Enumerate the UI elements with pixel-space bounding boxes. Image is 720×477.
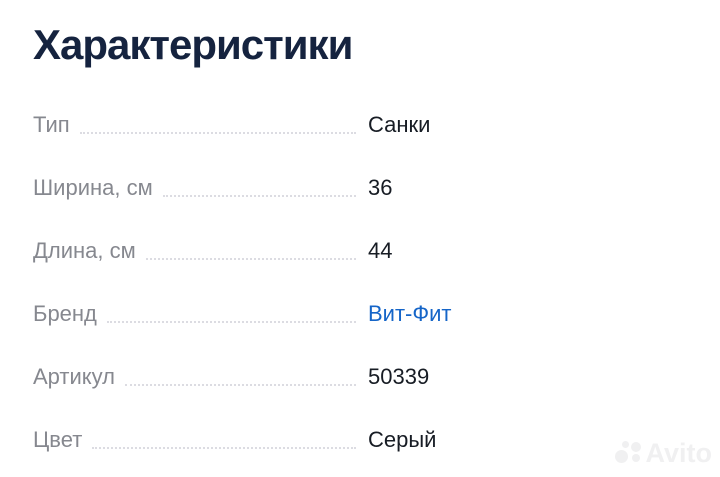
spec-value: 50339 (368, 364, 430, 389)
spec-row-type: Тип Санки (33, 112, 720, 138)
dotted-leader (106, 321, 356, 323)
spec-label: Артикул (33, 364, 116, 389)
dotted-leader (79, 132, 356, 134)
dotted-leader (145, 258, 356, 260)
spec-row-brand: Бренд Вит-Фит (33, 301, 720, 327)
spec-value: Серый (368, 427, 437, 452)
spec-label: Ширина, см (33, 175, 153, 200)
spec-value: 36 (368, 175, 393, 200)
brand-link[interactable]: Вит-Фит (368, 301, 452, 326)
dotted-leader (162, 195, 356, 197)
spec-list: Тип Санки Ширина, см 36 Длина, см 44 Бре… (33, 112, 720, 453)
spec-value: Вит-Фит (368, 301, 720, 327)
spec-row-length: Длина, см 44 (33, 238, 720, 264)
spec-row-color: Цвет Серый (33, 427, 720, 453)
spec-label: Тип (33, 112, 70, 137)
avito-logo-icon (614, 439, 643, 468)
avito-watermark: Avito (614, 438, 713, 469)
spec-value: Санки (368, 112, 431, 137)
page-title: Характеристики (33, 21, 353, 68)
spec-value: 44 (368, 238, 393, 263)
avito-watermark-text: Avito (645, 438, 713, 468)
spec-label: Бренд (33, 301, 97, 326)
spec-label: Длина, см (33, 238, 136, 263)
spec-row-article: Артикул 50339 (33, 364, 720, 390)
spec-row-width: Ширина, см 36 (33, 175, 720, 201)
dotted-leader (125, 384, 356, 386)
dotted-leader (92, 447, 356, 449)
spec-label: Цвет (33, 427, 83, 452)
